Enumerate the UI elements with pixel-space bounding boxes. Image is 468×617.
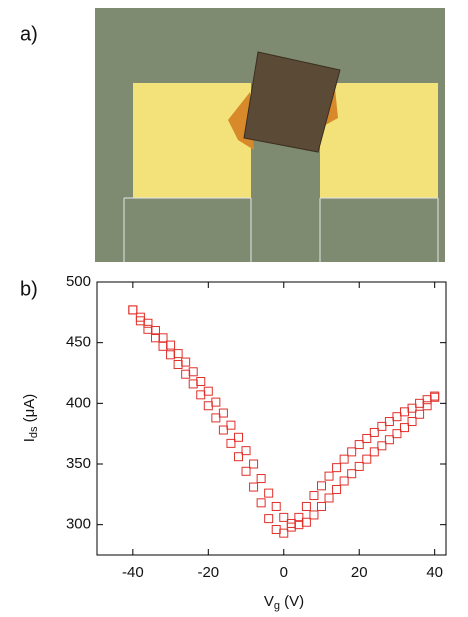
data-point <box>189 368 197 376</box>
data-point <box>340 477 348 485</box>
data-point <box>385 418 393 426</box>
data-point <box>310 511 318 519</box>
data-point <box>333 485 341 493</box>
data-point <box>189 380 197 388</box>
data-point <box>204 402 212 410</box>
data-point <box>310 492 318 500</box>
data-point <box>129 306 137 314</box>
electrode <box>320 83 438 198</box>
y-label-sub: ds <box>28 426 40 438</box>
data-point <box>385 436 393 444</box>
data-point <box>167 351 175 359</box>
y-tick-label: 400 <box>66 394 91 411</box>
y-tick-label: 500 <box>66 273 91 290</box>
data-point <box>182 370 190 378</box>
data-point <box>280 529 288 537</box>
data-point <box>159 334 167 342</box>
data-point <box>317 482 325 490</box>
data-point <box>197 377 205 385</box>
x-tick-label: 40 <box>426 564 443 581</box>
data-point <box>378 422 386 430</box>
x-label-unit: (V) <box>280 593 304 610</box>
data-point <box>182 358 190 366</box>
x-tick-label: -20 <box>197 564 219 581</box>
panel-label: b) <box>20 278 38 300</box>
data-point <box>234 433 242 441</box>
data-point <box>265 489 273 497</box>
data-point <box>272 502 280 510</box>
data-point <box>423 396 431 404</box>
x-label-main: V <box>264 593 274 610</box>
electrode <box>133 83 251 198</box>
data-point <box>317 502 325 510</box>
data-point <box>370 428 378 436</box>
data-point <box>355 441 363 449</box>
data-point <box>302 502 310 510</box>
data-point <box>174 350 182 358</box>
data-point <box>378 442 386 450</box>
data-point <box>227 439 235 447</box>
data-point <box>167 341 175 349</box>
x-axis-label: Vg (V) <box>264 593 304 612</box>
data-point <box>219 409 227 417</box>
data-point <box>423 402 431 410</box>
data-point <box>257 499 265 507</box>
y-tick-label: 350 <box>66 455 91 472</box>
data-point <box>370 448 378 456</box>
data-point <box>340 455 348 463</box>
data-point <box>325 472 333 480</box>
data-point <box>219 426 227 434</box>
data-point <box>416 410 424 418</box>
data-point <box>393 430 401 438</box>
data-point <box>348 448 356 456</box>
data-point <box>363 435 371 443</box>
data-point <box>204 387 212 395</box>
data-point <box>129 306 137 314</box>
figure: a) b) Vg (V) Ids (μA) -40 -20 0 20 40 300 350 4… <box>0 0 468 617</box>
data-point <box>234 453 242 461</box>
data-point <box>242 447 250 455</box>
y-label-unit: (μA) <box>21 394 38 427</box>
page: {"panel_labels": ["a)", "b)"], "chart_da… <box>0 0 468 617</box>
y-tick-label: 450 <box>66 334 91 351</box>
data-point <box>227 421 235 429</box>
data-point <box>242 467 250 475</box>
data-point <box>144 319 152 327</box>
data-point <box>333 464 341 472</box>
data-point <box>280 513 288 521</box>
data-point <box>408 418 416 426</box>
data-point <box>212 414 220 422</box>
micrograph <box>95 8 445 262</box>
data-point <box>212 398 220 406</box>
x-tick-label: 20 <box>351 564 368 581</box>
x-tick-label: 0 <box>280 564 288 581</box>
data-point <box>363 455 371 463</box>
data-point <box>197 391 205 399</box>
data-point <box>159 342 167 350</box>
data-point <box>416 399 424 407</box>
data-point <box>393 413 401 421</box>
data-point <box>250 483 258 491</box>
data-point <box>174 361 182 369</box>
data-point <box>272 526 280 534</box>
y-axis-label: Ids (μA) <box>21 394 40 443</box>
data-point <box>144 325 152 333</box>
data-point <box>348 470 356 478</box>
data-point <box>400 408 408 416</box>
data-point <box>325 494 333 502</box>
panel-label: a) <box>20 23 38 45</box>
data-point <box>257 475 265 483</box>
data-point <box>250 460 258 468</box>
data-point <box>408 404 416 412</box>
data-point <box>265 515 273 523</box>
data-point <box>355 462 363 470</box>
x-tick-label: -40 <box>122 564 144 581</box>
data-point <box>302 518 310 526</box>
y-tick-label: 300 <box>66 516 91 533</box>
data-point <box>400 424 408 432</box>
